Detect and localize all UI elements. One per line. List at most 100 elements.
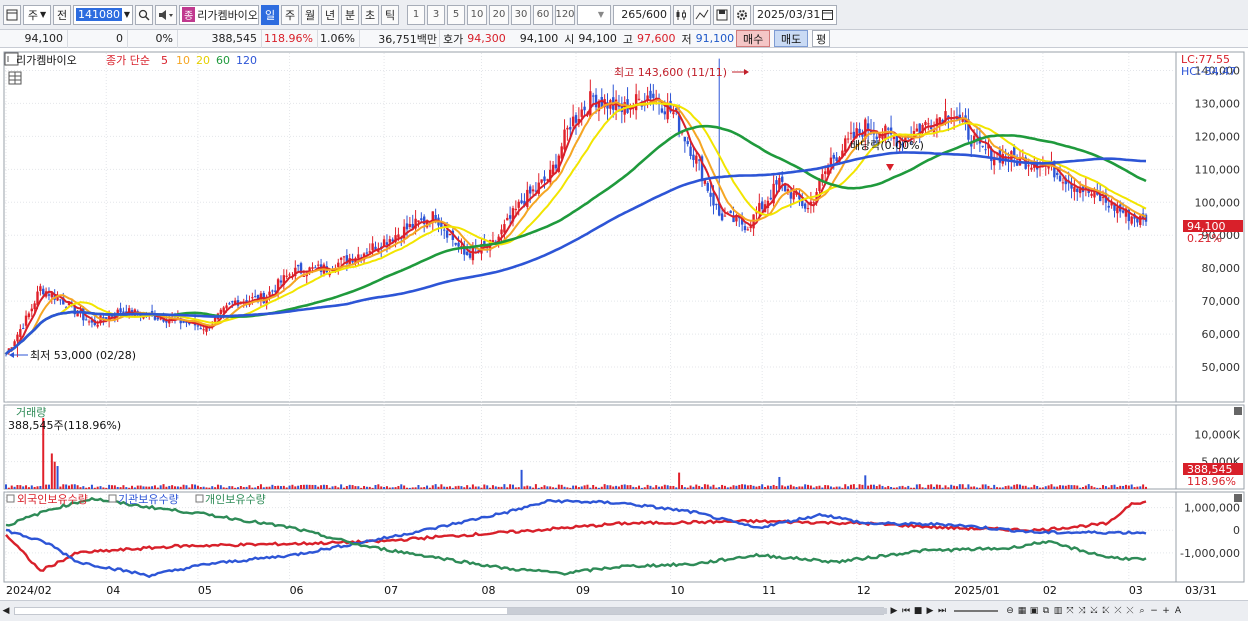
volume-bar xyxy=(729,486,732,489)
legend-checkbox[interactable] xyxy=(108,494,117,503)
tool-d-icon[interactable]: ⤪ xyxy=(1102,606,1110,616)
window-split-icon[interactable]: ▣ xyxy=(1029,606,1039,616)
buy-button[interactable]: 매수 xyxy=(736,30,771,47)
zoom-out-icon[interactable]: ⊖ xyxy=(1006,606,1014,616)
volume-bar xyxy=(996,487,999,489)
play-icon[interactable]: ▶ xyxy=(926,606,934,616)
volume-bar xyxy=(847,486,850,489)
stock-name-field[interactable]: 종 리가켐바이오 xyxy=(179,4,259,25)
interval-button-20[interactable]: 20 xyxy=(489,4,509,25)
x-axis-label: 09 xyxy=(576,584,590,597)
volume-bar xyxy=(234,487,237,489)
period-tab-4[interactable]: 분 xyxy=(341,4,359,25)
zoom-slider[interactable] xyxy=(954,610,998,612)
custom-interval-input[interactable]: ▼ xyxy=(577,4,611,25)
volume-bar xyxy=(1047,485,1050,489)
candle-body xyxy=(600,96,603,107)
volume-bar xyxy=(967,484,970,489)
volume-bar xyxy=(998,487,1001,489)
candle-body xyxy=(577,118,581,124)
volume-bar xyxy=(1113,484,1116,489)
candle-body xyxy=(105,317,108,321)
plus-icon[interactable]: + xyxy=(1162,606,1170,616)
tool-a-icon[interactable]: ⤧ xyxy=(1066,606,1074,616)
candle-body xyxy=(202,329,205,331)
search-icon[interactable]: ⌕ xyxy=(1139,606,1145,616)
chart-tool-button[interactable] xyxy=(673,4,691,25)
candle-body xyxy=(1130,216,1133,224)
volume-bar xyxy=(1084,485,1087,489)
volume-panel-close-icon[interactable] xyxy=(1234,407,1242,415)
eval-button[interactable]: 평 xyxy=(812,30,831,47)
candle-body xyxy=(345,255,349,264)
scroll-left-icon[interactable]: ◀ xyxy=(2,606,10,616)
volume-bar xyxy=(600,486,603,489)
jump-end-icon[interactable]: ⏭ xyxy=(937,606,947,616)
window-icon[interactable] xyxy=(3,4,21,25)
period-tab-5[interactable]: 초 xyxy=(361,4,379,25)
cycle-select[interactable]: 주 ▼ xyxy=(23,4,51,25)
volume-bar xyxy=(918,484,921,489)
legend-checkbox[interactable] xyxy=(6,494,15,503)
interval-button-10[interactable]: 10 xyxy=(467,4,487,25)
search-button[interactable] xyxy=(135,4,153,25)
period-tab-3[interactable]: 년 xyxy=(321,4,339,25)
minus-icon[interactable]: − xyxy=(1150,606,1158,616)
period-tab-0[interactable]: 일 xyxy=(261,4,279,25)
copy-icon[interactable]: ⧉ xyxy=(1042,606,1050,616)
interval-button-3[interactable]: 3 xyxy=(427,4,445,25)
holders-panel-close-icon[interactable] xyxy=(1234,494,1242,502)
tool-b-icon[interactable]: ⤨ xyxy=(1078,606,1086,616)
volume-bar xyxy=(1067,484,1070,489)
stock-chart[interactable]: 50,00060,00070,00080,00090,000100,000110… xyxy=(0,50,1248,600)
bar-count-input[interactable]: 265/600 xyxy=(613,4,671,25)
volume-bar xyxy=(70,484,73,489)
scroll-track[interactable] xyxy=(14,607,887,615)
volume-bar xyxy=(7,487,10,489)
volume-bar xyxy=(749,484,752,489)
legend-checkbox[interactable] xyxy=(195,494,204,503)
holder-line-2 xyxy=(5,496,1147,576)
period-tab-2[interactable]: 월 xyxy=(301,4,319,25)
x-axis-label: 03 xyxy=(1129,584,1143,597)
speaker-button[interactable] xyxy=(155,4,177,25)
volume-bar xyxy=(586,484,589,489)
scroll-right-icon[interactable]: ▶ xyxy=(890,606,898,616)
candle-body xyxy=(769,197,772,200)
tool-e-icon[interactable]: ⤫ xyxy=(1114,606,1122,616)
interval-button-120[interactable]: 120 xyxy=(555,4,575,25)
save-button[interactable] xyxy=(713,4,731,25)
volume-bar xyxy=(953,485,956,489)
interval-button-30[interactable]: 30 xyxy=(511,4,531,25)
candle-body xyxy=(514,208,518,211)
candle-body xyxy=(308,267,311,273)
period-tab-1[interactable]: 주 xyxy=(281,4,299,25)
stock-code-input[interactable]: 141080 ▼ xyxy=(73,4,133,25)
bar-chart-icon[interactable]: ▥ xyxy=(1053,606,1063,616)
scroll-thumb[interactable] xyxy=(507,608,887,614)
volume-bar xyxy=(388,487,391,489)
date-picker[interactable]: 2025/03/31 xyxy=(753,4,837,25)
settings-button[interactable] xyxy=(733,4,751,25)
volume-bar xyxy=(1021,485,1024,489)
candle-body xyxy=(440,222,443,228)
high-arrow-icon xyxy=(732,69,749,75)
font-size-icon[interactable]: A xyxy=(1174,606,1182,616)
moving-average-lines xyxy=(5,97,1147,355)
x-axis-label: 05 xyxy=(198,584,212,597)
tool-f-icon[interactable]: ⤬ xyxy=(1126,606,1134,616)
candle-body xyxy=(443,229,446,231)
interval-button-1[interactable]: 1 xyxy=(407,4,425,25)
interval-button-60[interactable]: 60 xyxy=(533,4,553,25)
period-tab-6[interactable]: 틱 xyxy=(381,4,399,25)
stop-icon[interactable]: ■ xyxy=(913,606,923,616)
jump-start-icon[interactable]: ⏮ xyxy=(901,606,911,616)
prev-button[interactable]: 전 xyxy=(53,4,71,25)
interval-button-5[interactable]: 5 xyxy=(447,4,465,25)
tool-c-icon[interactable]: ⤩ xyxy=(1090,606,1098,616)
draw-tool-button[interactable] xyxy=(693,4,711,25)
layout-icon[interactable]: ▦ xyxy=(1017,606,1027,616)
sell-button[interactable]: 매도 xyxy=(774,30,809,47)
candle-body xyxy=(646,95,649,101)
